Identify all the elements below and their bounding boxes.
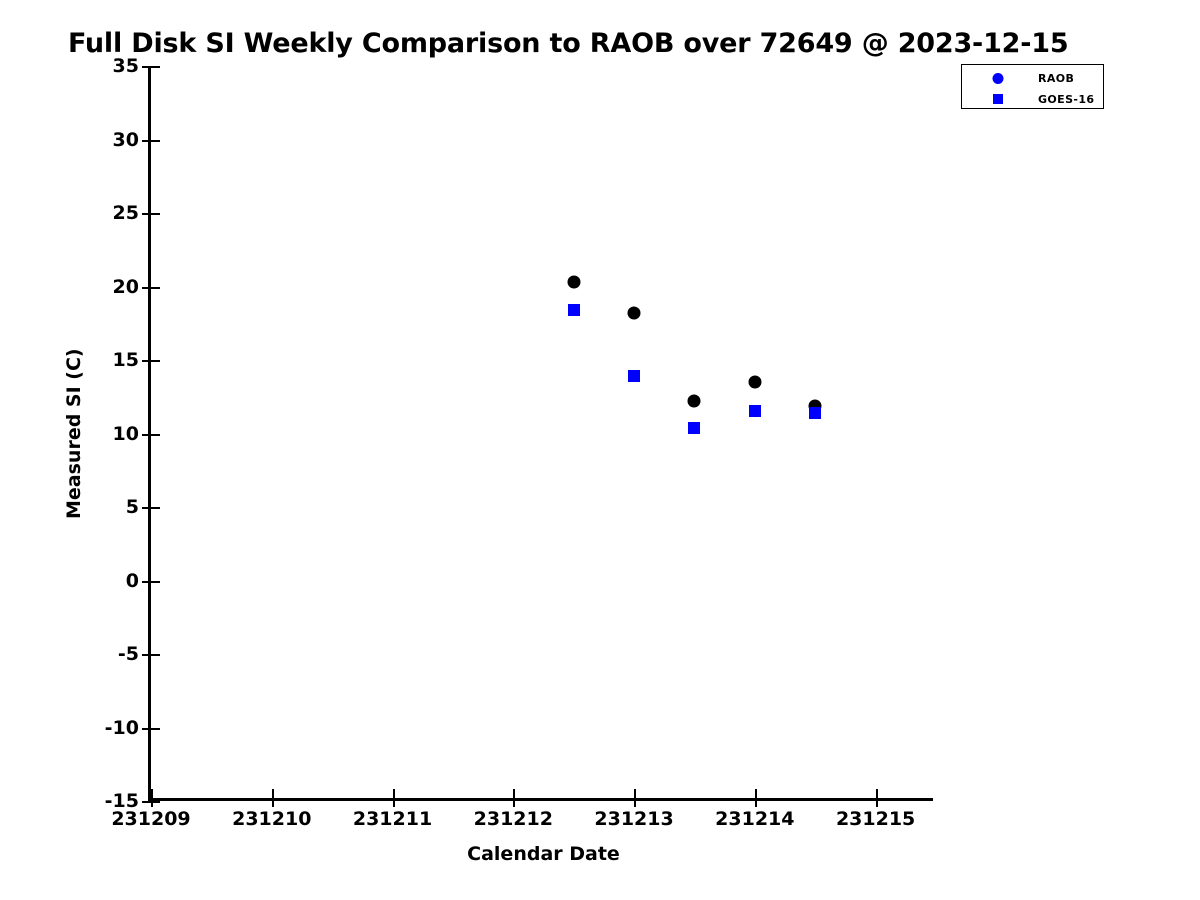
y-axis-tick-label: 10 bbox=[112, 422, 139, 445]
x-axis-tick-label: 231209 bbox=[111, 808, 191, 830]
y-axis-tick bbox=[142, 507, 151, 509]
x-axis-tick bbox=[754, 798, 757, 807]
data-point-goes-16 bbox=[748, 405, 761, 418]
x-axis-tick-label: 231211 bbox=[352, 808, 433, 830]
x-axis-tick-label: 231214 bbox=[715, 808, 795, 830]
y-axis-tick-label: -10 bbox=[104, 716, 139, 739]
x-axis-tick-label: 231215 bbox=[835, 808, 916, 830]
x-axis-tick-inner bbox=[271, 789, 274, 798]
x-axis-tick-inner bbox=[875, 789, 878, 798]
legend-item-raob: RAOB bbox=[962, 67, 1103, 89]
y-axis-tick-inner bbox=[151, 801, 160, 803]
x-axis-tick-inner bbox=[151, 789, 153, 798]
x-axis-tick bbox=[513, 798, 516, 807]
y-axis-title: Measured SI (C) bbox=[63, 348, 85, 519]
y-axis-tick-label: 20 bbox=[112, 275, 139, 298]
x-axis-tick-label: 231210 bbox=[232, 808, 312, 830]
y-axis-tick-label: 15 bbox=[112, 349, 139, 371]
legend-circle-icon bbox=[992, 72, 1004, 84]
data-point-raob bbox=[627, 306, 641, 320]
x-axis-tick-inner bbox=[634, 789, 637, 798]
x-axis-tick-inner bbox=[392, 789, 395, 798]
x-axis-tick bbox=[271, 798, 274, 807]
data-point-goes-16 bbox=[688, 421, 701, 434]
y-axis-tick-inner bbox=[151, 360, 160, 362]
y-axis-tick-label: 5 bbox=[125, 496, 139, 518]
legend-label: GOES-16 bbox=[1038, 92, 1095, 106]
data-point-goes-16 bbox=[567, 304, 580, 317]
y-axis-tick bbox=[142, 360, 151, 362]
x-axis-tick bbox=[634, 798, 637, 807]
chart-legend: RAOB GOES-16 bbox=[961, 64, 1104, 109]
y-axis-tick bbox=[142, 139, 151, 142]
y-axis-tick-inner bbox=[151, 727, 160, 730]
y-axis-tick-label: 0 bbox=[125, 569, 139, 592]
y-axis-tick-inner bbox=[151, 286, 160, 289]
x-axis-tick bbox=[151, 798, 153, 807]
x-axis-tick bbox=[875, 798, 878, 807]
y-axis-tick bbox=[142, 66, 151, 68]
y-axis-tick-inner bbox=[151, 66, 160, 68]
legend-square-icon bbox=[993, 94, 1003, 104]
y-axis-tick bbox=[142, 433, 151, 436]
data-point-goes-16 bbox=[628, 370, 641, 383]
y-axis-tick-label: -15 bbox=[104, 790, 139, 812]
y-axis-tick-inner bbox=[151, 580, 160, 583]
x-axis-tick-inner bbox=[754, 789, 757, 798]
y-axis-tick-inner bbox=[151, 433, 160, 436]
x-axis-tick-label: 231213 bbox=[594, 808, 674, 830]
x-axis-tick-inner bbox=[513, 789, 516, 798]
x-axis-title: Calendar Date bbox=[467, 843, 620, 865]
y-axis-tick bbox=[142, 580, 151, 583]
y-axis-tick-inner bbox=[151, 213, 160, 215]
x-axis-tick bbox=[392, 798, 395, 807]
data-point-raob bbox=[567, 275, 581, 289]
y-axis-tick-label: 30 bbox=[112, 128, 139, 151]
data-point-goes-16 bbox=[809, 406, 822, 419]
y-axis-tick bbox=[142, 727, 151, 730]
legend-item-goes-16: GOES-16 bbox=[962, 88, 1103, 110]
y-axis-tick-label: 25 bbox=[112, 202, 139, 224]
legend-label: RAOB bbox=[1038, 71, 1075, 85]
chart-title: Full Disk SI Weekly Comparison to RAOB o… bbox=[68, 28, 1069, 59]
y-axis-tick-inner bbox=[151, 507, 160, 509]
y-axis-tick bbox=[142, 654, 151, 656]
y-axis-tick bbox=[142, 213, 151, 215]
y-axis-tick bbox=[142, 801, 151, 803]
y-axis-tick bbox=[142, 286, 151, 289]
data-point-raob bbox=[687, 394, 701, 408]
y-axis-tick-label: 35 bbox=[112, 55, 139, 77]
data-point-raob bbox=[748, 375, 762, 389]
y-axis-tick-label: -5 bbox=[117, 643, 139, 665]
plot-area: Calendar Date 35 30 25 20 15 10 5 0 -5 -10 -15 2312… bbox=[105, 55, 933, 865]
y-axis-tick-inner bbox=[151, 139, 160, 142]
x-axis-tick-label: 231212 bbox=[473, 808, 553, 830]
y-axis-tick-inner bbox=[151, 654, 160, 656]
